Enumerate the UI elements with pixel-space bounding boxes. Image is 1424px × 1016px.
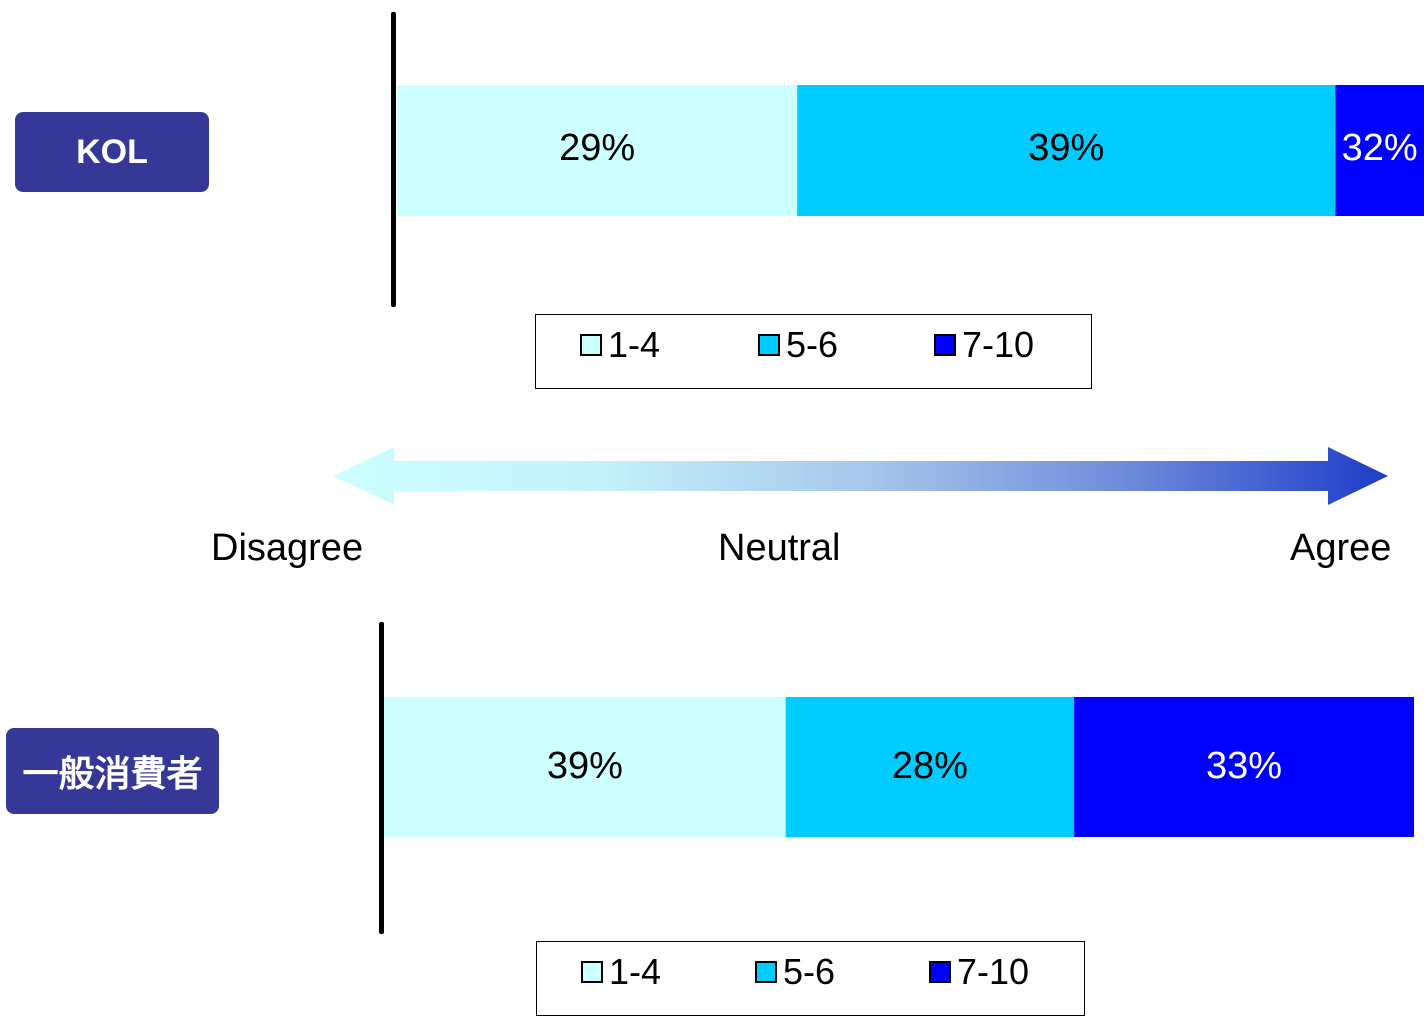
legend-label: 5-6 bbox=[783, 951, 836, 992]
legend-kol: 1-4 5-6 7-10 bbox=[535, 314, 1092, 389]
legend-swatch-5-6 bbox=[755, 961, 777, 983]
bar-segment-5-6 bbox=[785, 697, 1075, 837]
scale-label-neutral: Neutral bbox=[718, 527, 841, 569]
legend-item: 1-4 bbox=[580, 327, 660, 363]
scale-label-disagree: Disagree bbox=[211, 527, 364, 569]
bar-segment-7-10 bbox=[1335, 85, 1424, 216]
legend-swatch-7-10 bbox=[929, 961, 951, 983]
bar-segment-5-6 bbox=[797, 85, 1336, 216]
axis-line-general-consumer bbox=[379, 622, 384, 934]
bar-segment-1-4 bbox=[397, 85, 798, 216]
legend-label: 7-10 bbox=[962, 324, 1035, 365]
bar-data-label: 39% bbox=[547, 745, 623, 787]
legend-swatch-1-4 bbox=[581, 961, 603, 983]
legend-swatch-7-10 bbox=[934, 334, 956, 356]
legend-general-consumer: 1-4 5-6 7-10 bbox=[536, 941, 1085, 1016]
legend-label: 5-6 bbox=[786, 324, 839, 365]
legend-item: 5-6 bbox=[758, 327, 838, 363]
legend-item: 7-10 bbox=[929, 954, 1029, 990]
legend-swatch-5-6 bbox=[758, 334, 780, 356]
legend-item: 7-10 bbox=[934, 327, 1034, 363]
legend-label: 7-10 bbox=[957, 951, 1030, 992]
legend-item: 5-6 bbox=[755, 954, 835, 990]
legend-swatch-1-4 bbox=[580, 334, 602, 356]
bar-segment-1-4 bbox=[384, 697, 786, 837]
bar-data-label: 33% bbox=[1206, 745, 1282, 787]
legend-item: 1-4 bbox=[581, 954, 661, 990]
bar-data-label: 28% bbox=[892, 745, 968, 787]
legend-label: 1-4 bbox=[608, 324, 661, 365]
scale-label-agree: Agree bbox=[1290, 527, 1392, 569]
axis-line-kol bbox=[391, 12, 396, 307]
group-label-kol: KOL bbox=[15, 112, 209, 192]
bar-data-label: 29% bbox=[559, 127, 635, 169]
bar-data-label: 32% bbox=[1342, 127, 1418, 169]
bar-segment-7-10 bbox=[1074, 697, 1414, 837]
group-label-general-consumer: 一般消費者 bbox=[6, 728, 219, 814]
bar-data-label: 39% bbox=[1028, 127, 1104, 169]
legend-label: 1-4 bbox=[609, 951, 662, 992]
